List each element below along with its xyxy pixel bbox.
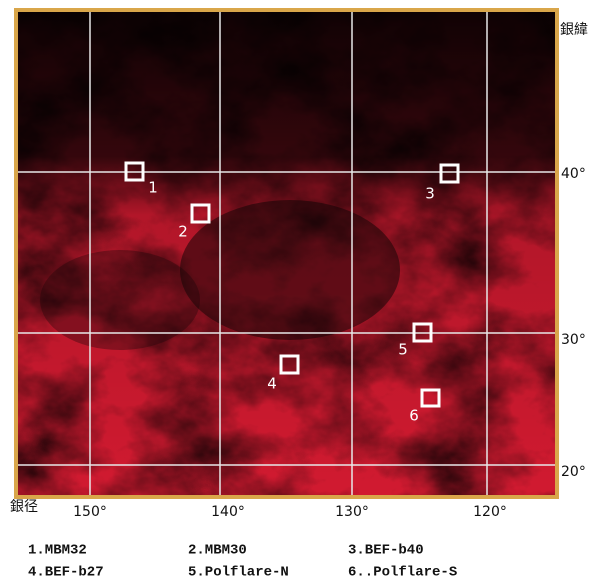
longitude-tick: 150° — [73, 504, 107, 520]
legend-item: 2.MBM30 — [188, 543, 247, 559]
longitude-tick: 120° — [473, 504, 507, 520]
legend-item: 6..Polflare-S — [348, 565, 457, 581]
longitude-tick: 130° — [335, 504, 369, 520]
longitude-label: 銀径 — [10, 499, 38, 515]
marker-label: 4 — [267, 375, 277, 393]
map-figure: 銀緯 銀径 150° 140° 130° 120° 40° 30° 20° 1 … — [0, 0, 602, 581]
marker-label: 6 — [409, 407, 419, 425]
legend-item: 3.BEF-b40 — [348, 543, 424, 559]
legend-item: 4.BEF-b27 — [28, 565, 104, 581]
legend-item: 1.MBM32 — [28, 543, 87, 559]
latitude-label: 銀緯 — [560, 22, 588, 38]
legend-item: 5.Polflare-N — [188, 565, 289, 581]
legend: 1.MBM32 2.MBM30 3.BEF-b40 4.BEF-b27 5.Po… — [28, 543, 457, 581]
latitude-tick: 20° — [561, 464, 586, 480]
marker-label: 5 — [398, 341, 408, 359]
latitude-tick: 30° — [561, 332, 586, 348]
map-image — [18, 12, 555, 495]
marker-label: 2 — [178, 223, 188, 241]
longitude-tick: 140° — [211, 504, 245, 520]
latitude-tick: 40° — [561, 166, 586, 182]
marker-label: 3 — [425, 185, 435, 203]
marker-label: 1 — [148, 179, 158, 197]
